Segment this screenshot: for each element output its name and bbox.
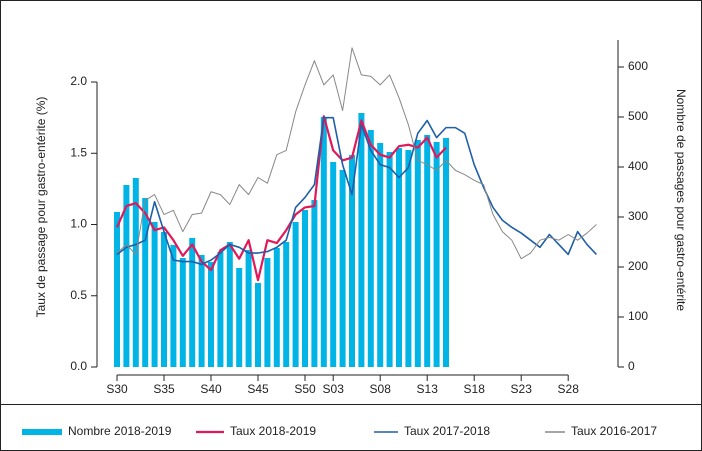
- bar: [264, 258, 271, 367]
- bar: [142, 198, 149, 367]
- x-tick-label: S13: [417, 382, 439, 396]
- bar: [311, 200, 318, 367]
- bar: [114, 212, 120, 367]
- bar: [273, 248, 280, 367]
- bar: [405, 150, 412, 367]
- line: [116, 47, 597, 260]
- bar: [161, 232, 167, 367]
- y2-tick-label: 0: [628, 359, 635, 373]
- legend-label: Nombre 2018-2019: [68, 424, 172, 438]
- bar: [396, 148, 402, 367]
- x-tick-label: S03: [323, 382, 345, 396]
- y-tick-label: 0.0: [70, 359, 87, 373]
- x-tick-label: S45: [247, 382, 269, 396]
- bar: [179, 258, 186, 367]
- bar: [386, 152, 393, 367]
- y-tick-label: 1.5: [70, 145, 87, 159]
- y2-axis-label: Nombre de passages pour gastro-entérite: [674, 89, 688, 311]
- bar: [236, 268, 243, 367]
- x-tick-label: S28: [558, 382, 580, 396]
- line: [116, 116, 597, 266]
- x-tick-label: S40: [200, 382, 222, 396]
- bar: [283, 242, 290, 367]
- x-tick-label: S18: [464, 382, 486, 396]
- bar: [330, 162, 337, 367]
- y2-tick-label: 500: [628, 109, 648, 123]
- bar: [433, 142, 440, 367]
- bar: [443, 138, 449, 367]
- legend-label: Taux 2018-2019: [230, 424, 316, 438]
- bar: [170, 245, 177, 367]
- y2-tick-label: 200: [628, 259, 648, 273]
- bar: [189, 238, 196, 367]
- bar: [377, 143, 384, 367]
- bar: [414, 140, 421, 367]
- legend-label: Taux 2017-2018: [404, 424, 490, 438]
- x-tick-label: S23: [511, 382, 533, 396]
- y2-tick-label: 100: [628, 309, 648, 323]
- y-axis-label: Taux de passage pour gastro-entérite (%): [34, 97, 48, 318]
- y-tick-label: 0.5: [70, 288, 87, 302]
- x-tick-label: S50: [294, 382, 316, 396]
- y2-tick-label: 400: [628, 159, 648, 173]
- bar: [245, 250, 252, 367]
- line: [115, 115, 447, 282]
- bar: [226, 242, 233, 367]
- x-tick-label: S30: [106, 382, 128, 396]
- bar: [339, 170, 346, 367]
- bar: [367, 130, 374, 367]
- x-tick-label: S35: [153, 382, 175, 396]
- bar: [123, 185, 130, 367]
- bar: [208, 262, 214, 367]
- bar: [151, 222, 158, 367]
- bar: [424, 135, 431, 367]
- y2-tick-label: 600: [628, 59, 648, 73]
- bar: [320, 117, 327, 367]
- bar: [302, 210, 308, 367]
- bar: [358, 113, 365, 367]
- bar: [292, 222, 299, 367]
- bar: [349, 155, 355, 367]
- legend-swatch: [22, 429, 62, 435]
- x-tick-label: S08: [370, 382, 392, 396]
- y-tick-label: 1.0: [70, 217, 87, 231]
- bar: [132, 178, 139, 367]
- y2-tick-label: 300: [628, 209, 648, 223]
- bar: [198, 255, 205, 367]
- bar: [255, 283, 261, 367]
- legend-label: Taux 2016-2017: [571, 424, 657, 438]
- y-tick-label: 2.0: [70, 74, 87, 88]
- bar: [217, 252, 224, 367]
